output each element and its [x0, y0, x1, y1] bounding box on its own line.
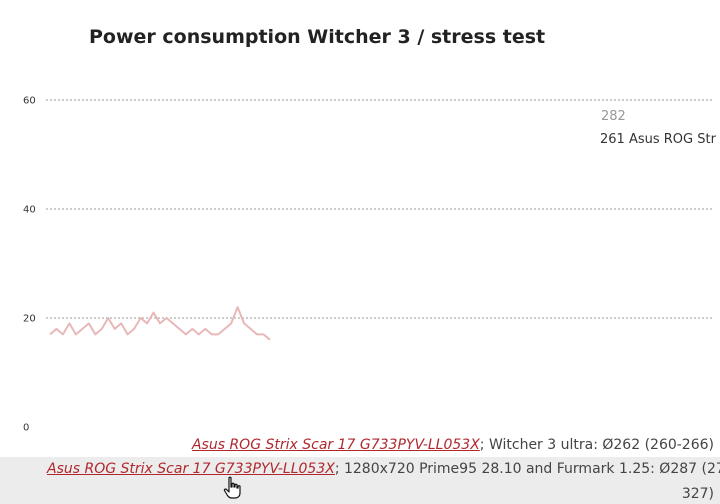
y-axis-ticks: 0204060801001201401601802002202402602803…	[23, 96, 36, 434]
legend-link-laptop[interactable]: Asus ROG Strix Scar 17 G733PYV-LL053X	[191, 437, 480, 453]
y-tick-label: 40	[23, 205, 36, 216]
series-line-2	[49, 306, 271, 341]
legend-text: ; Witcher 3 ultra: Ø262 (260-266)	[479, 437, 714, 453]
legend-text-wrap: 327)	[681, 486, 714, 502]
y-tick-label: 20	[23, 314, 36, 325]
y-tick-label: 60	[23, 96, 36, 107]
grid	[46, 99, 712, 319]
series-end-labels: 282 261 Asus ROG Str	[600, 109, 717, 147]
chart-title: Power consumption Witcher 3 / stress tes…	[89, 26, 546, 48]
hand-pointer-icon	[223, 476, 241, 499]
y-tick-label: 0	[23, 423, 29, 434]
legend-row-witcher: Asus ROG Strix Scar 17 G733PYV-LL053X; W…	[192, 437, 714, 453]
line-chart: 0204060801001201401601802002202402602803…	[23, 96, 717, 434]
legend-row-stress: Asus ROG Strix Scar 17 G733PYV-LL053X; 1…	[0, 457, 720, 504]
legend-text: ; 1280x720 Prime95 28.10 and Furmark 1.2…	[334, 461, 720, 477]
series-end-label: 261 Asus ROG Str	[600, 132, 717, 147]
legend-link-laptop[interactable]: Asus ROG Strix Scar 17 G733PYV-LL053X	[47, 461, 335, 477]
series-end-label: 282	[601, 109, 626, 124]
series-lines	[49, 306, 271, 341]
